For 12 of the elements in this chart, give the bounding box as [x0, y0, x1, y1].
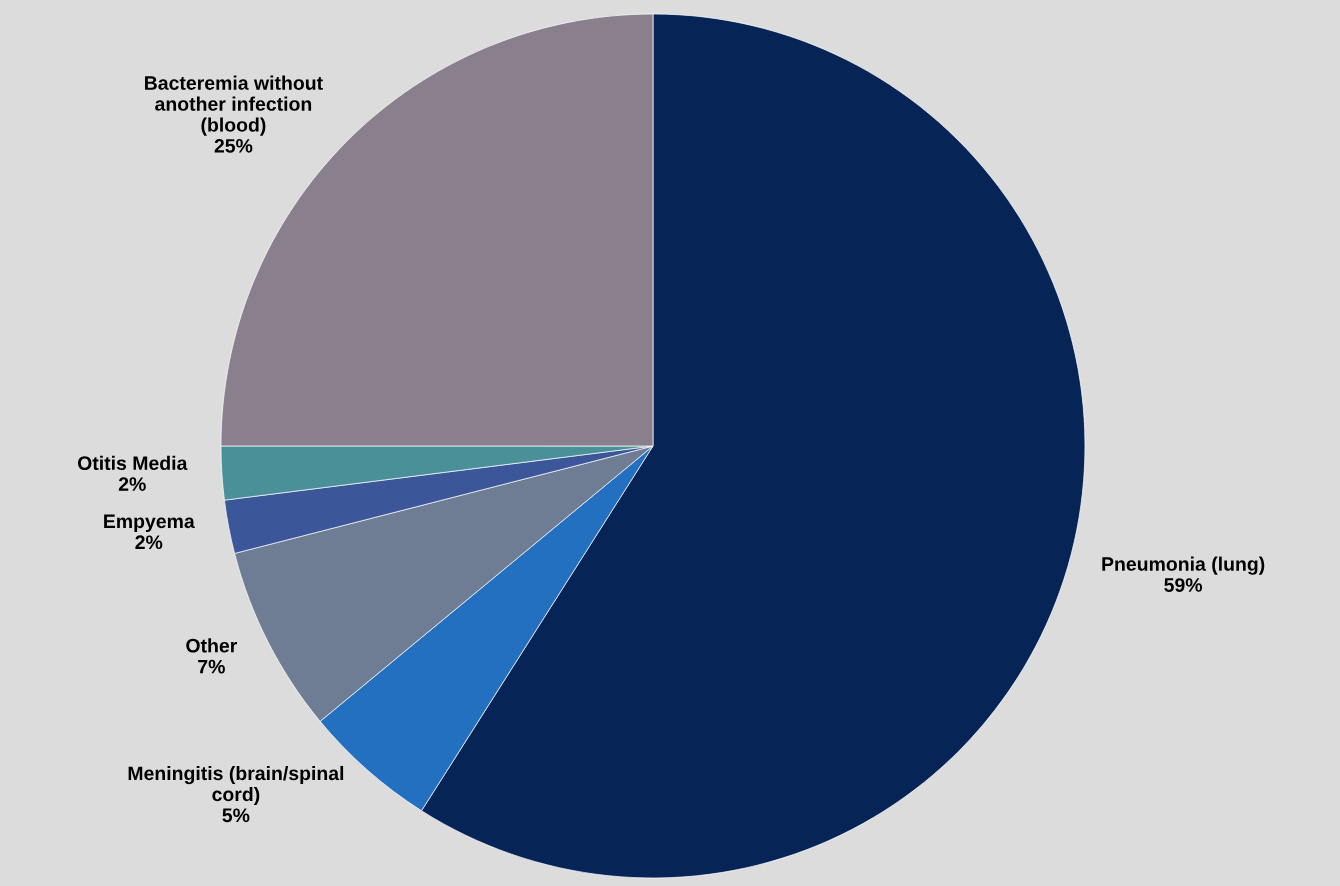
- slice-label: Other: [186, 638, 237, 653]
- data-label: 7%: [198, 659, 225, 674]
- data-label: 25%: [214, 138, 253, 153]
- slice-label: Bacteremia without another infection (blood): [145, 75, 323, 136]
- data-label: 5%: [222, 808, 250, 823]
- slice-label: Meningitis (brain/spinal cord): [128, 765, 344, 806]
- slice-label: Otitis Media: [77, 455, 188, 471]
- data-label: 2%: [135, 535, 163, 550]
- slice-label: Empyema: [104, 514, 195, 533]
- data-label: 2%: [118, 477, 146, 491]
- slice-label: Pneumonia (lung): [1102, 556, 1265, 575]
- data-label: 59%: [1164, 578, 1203, 592]
